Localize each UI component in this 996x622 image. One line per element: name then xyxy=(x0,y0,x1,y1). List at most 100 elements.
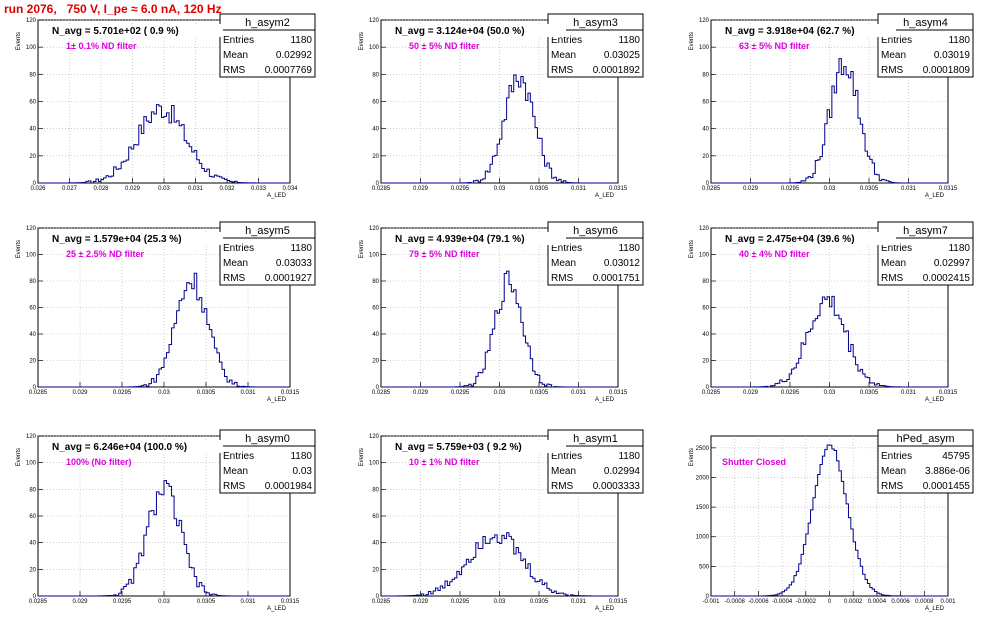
x-tick-label: 0.0305 xyxy=(530,186,549,192)
x-tick-label: 0.031 xyxy=(571,186,587,192)
stats-label: Mean xyxy=(881,466,906,477)
n-avg-annotation: N_avg = 1.579e+04 (25.3 %) xyxy=(52,234,182,245)
y-tick-label: 100 xyxy=(26,45,37,51)
y-tick-label: 120 xyxy=(699,18,710,24)
x-tick-label: 0.031 xyxy=(901,390,917,396)
x-tick-label: 0.027 xyxy=(62,186,78,192)
x-axis-title: A_LED xyxy=(267,193,287,199)
stats-value: 0.02997 xyxy=(934,258,971,269)
stats-label: Mean xyxy=(881,50,906,61)
stats-label: Entries xyxy=(881,243,912,254)
stats-box: h_asym7 Entries 1180 Mean 0.02997 RMS 0.000241… xyxy=(877,221,974,286)
stats-label: Mean xyxy=(223,50,248,61)
y-tick-label: 20 xyxy=(29,567,36,573)
x-tick-label: 0.029 xyxy=(743,186,759,192)
x-tick-label: 0 xyxy=(828,599,832,605)
stats-value: 1180 xyxy=(618,243,640,254)
stats-label: Entries xyxy=(551,243,582,254)
stats-box-frame xyxy=(877,429,974,494)
histogram-title: hPed_asym xyxy=(896,433,954,445)
stats-label: Mean xyxy=(551,50,576,61)
stats-label: Entries xyxy=(223,243,254,254)
stats-label: Mean xyxy=(551,466,576,477)
x-tick-label: 0.029 xyxy=(413,599,429,605)
stats-label: Mean xyxy=(551,258,576,269)
filter-annotation: 79 ± 5% ND filter xyxy=(409,249,480,259)
x-tick-label: -0.0002 xyxy=(796,599,817,605)
y-tick-label: 40 xyxy=(702,127,709,133)
y-tick-label: 2500 xyxy=(696,446,710,452)
stats-box: h_asym5 Entries 1180 Mean 0.03033 RMS 0.000192… xyxy=(219,221,316,286)
stats-value: 3.886e-06 xyxy=(925,466,970,477)
stats-value: 0.03 xyxy=(293,466,313,477)
y-tick-label: 20 xyxy=(29,154,36,160)
x-tick-label: 0.03 xyxy=(158,599,170,605)
x-tick-label: 0.031 xyxy=(571,599,587,605)
annotation-backdrop xyxy=(714,232,896,245)
n-avg-annotation: N_avg = 3.124e+04 (50.0 %) xyxy=(395,26,525,37)
x-tick-label: 0.0305 xyxy=(530,390,549,396)
x-tick-label: 0.0295 xyxy=(451,390,470,396)
stats-label: RMS xyxy=(881,481,904,492)
x-tick-label: 0.0295 xyxy=(113,390,132,396)
y-tick-label: 40 xyxy=(372,127,379,133)
y-tick-label: 80 xyxy=(372,487,379,493)
stats-value: 0.0003333 xyxy=(593,481,641,492)
x-tick-label: 0.031 xyxy=(240,599,256,605)
stats-label: RMS xyxy=(551,481,574,492)
stats-value: 0.0001927 xyxy=(265,273,313,284)
x-tick-label: 0.0295 xyxy=(113,599,132,605)
y-tick-label: 100 xyxy=(369,253,380,259)
stats-box: h_asym4 Entries 1180 Mean 0.03019 RMS 0.000180… xyxy=(877,13,974,78)
y-tick-label: 40 xyxy=(702,332,709,338)
x-axis-title: A_LED xyxy=(267,606,287,612)
histogram-line xyxy=(38,272,290,388)
histogram-line xyxy=(711,295,948,388)
y-tick-label: 60 xyxy=(702,306,709,312)
stats-label: Entries xyxy=(223,451,254,462)
y-tick-label: 80 xyxy=(29,487,36,493)
annotation-backdrop xyxy=(384,232,566,245)
x-tick-label: 0.0315 xyxy=(281,599,300,605)
x-tick-label: 0.03 xyxy=(158,390,170,396)
x-tick-label: 0.0285 xyxy=(372,599,391,605)
stats-value: 0.0001455 xyxy=(923,481,971,492)
y-tick-label: 2000 xyxy=(696,475,710,481)
x-tick-label: 0.03 xyxy=(494,599,506,605)
histogram-panel-h_asym4: 0.0285 0.029 0.0295 0.03 0.0305 0.031 0.0315 0 2… xyxy=(689,13,974,199)
stats-value: 1180 xyxy=(948,35,970,46)
n-avg-annotation: N_avg = 3.918e+04 (62.7 %) xyxy=(725,26,855,37)
stats-value: 1180 xyxy=(290,35,312,46)
y-axis-title: Events xyxy=(359,448,365,466)
y-tick-label: 120 xyxy=(26,18,37,24)
y-tick-label: 100 xyxy=(369,461,380,467)
y-tick-label: 60 xyxy=(29,100,36,106)
n-avg-annotation: N_avg = 2.475e+04 (39.6 %) xyxy=(725,234,855,245)
annotation-backdrop xyxy=(384,440,566,453)
x-tick-label: 0.0285 xyxy=(702,186,721,192)
annotation-backdrop xyxy=(41,24,223,37)
x-tick-label: 0.029 xyxy=(743,390,759,396)
stats-value: 0.0001984 xyxy=(265,481,313,492)
y-tick-label: 40 xyxy=(29,541,36,547)
histogram-panel-hPed_asym: -0.001 -0.0008 -0.0006 -0.0004 -0.0002 0 0.000… xyxy=(689,429,974,612)
y-tick-label: 80 xyxy=(702,72,709,78)
x-tick-label: 0.029 xyxy=(72,390,88,396)
stats-label: RMS xyxy=(551,273,574,284)
y-tick-label: 60 xyxy=(702,100,709,106)
y-tick-label: 0 xyxy=(706,181,710,187)
y-tick-label: 80 xyxy=(702,279,709,285)
y-tick-label: 40 xyxy=(29,332,36,338)
x-tick-label: 0.034 xyxy=(282,186,298,192)
y-tick-label: 100 xyxy=(699,253,710,259)
y-tick-label: 0 xyxy=(33,385,37,391)
stats-label: RMS xyxy=(881,273,904,284)
x-tick-label: -0.0008 xyxy=(725,599,746,605)
stats-box-frame xyxy=(219,13,316,78)
y-axis-title: Events xyxy=(16,240,22,258)
stats-label: Mean xyxy=(881,258,906,269)
y-axis-title: Events xyxy=(16,448,22,466)
stats-label: Entries xyxy=(551,35,582,46)
annotation-backdrop xyxy=(384,24,566,37)
stats-label: Mean xyxy=(223,258,248,269)
